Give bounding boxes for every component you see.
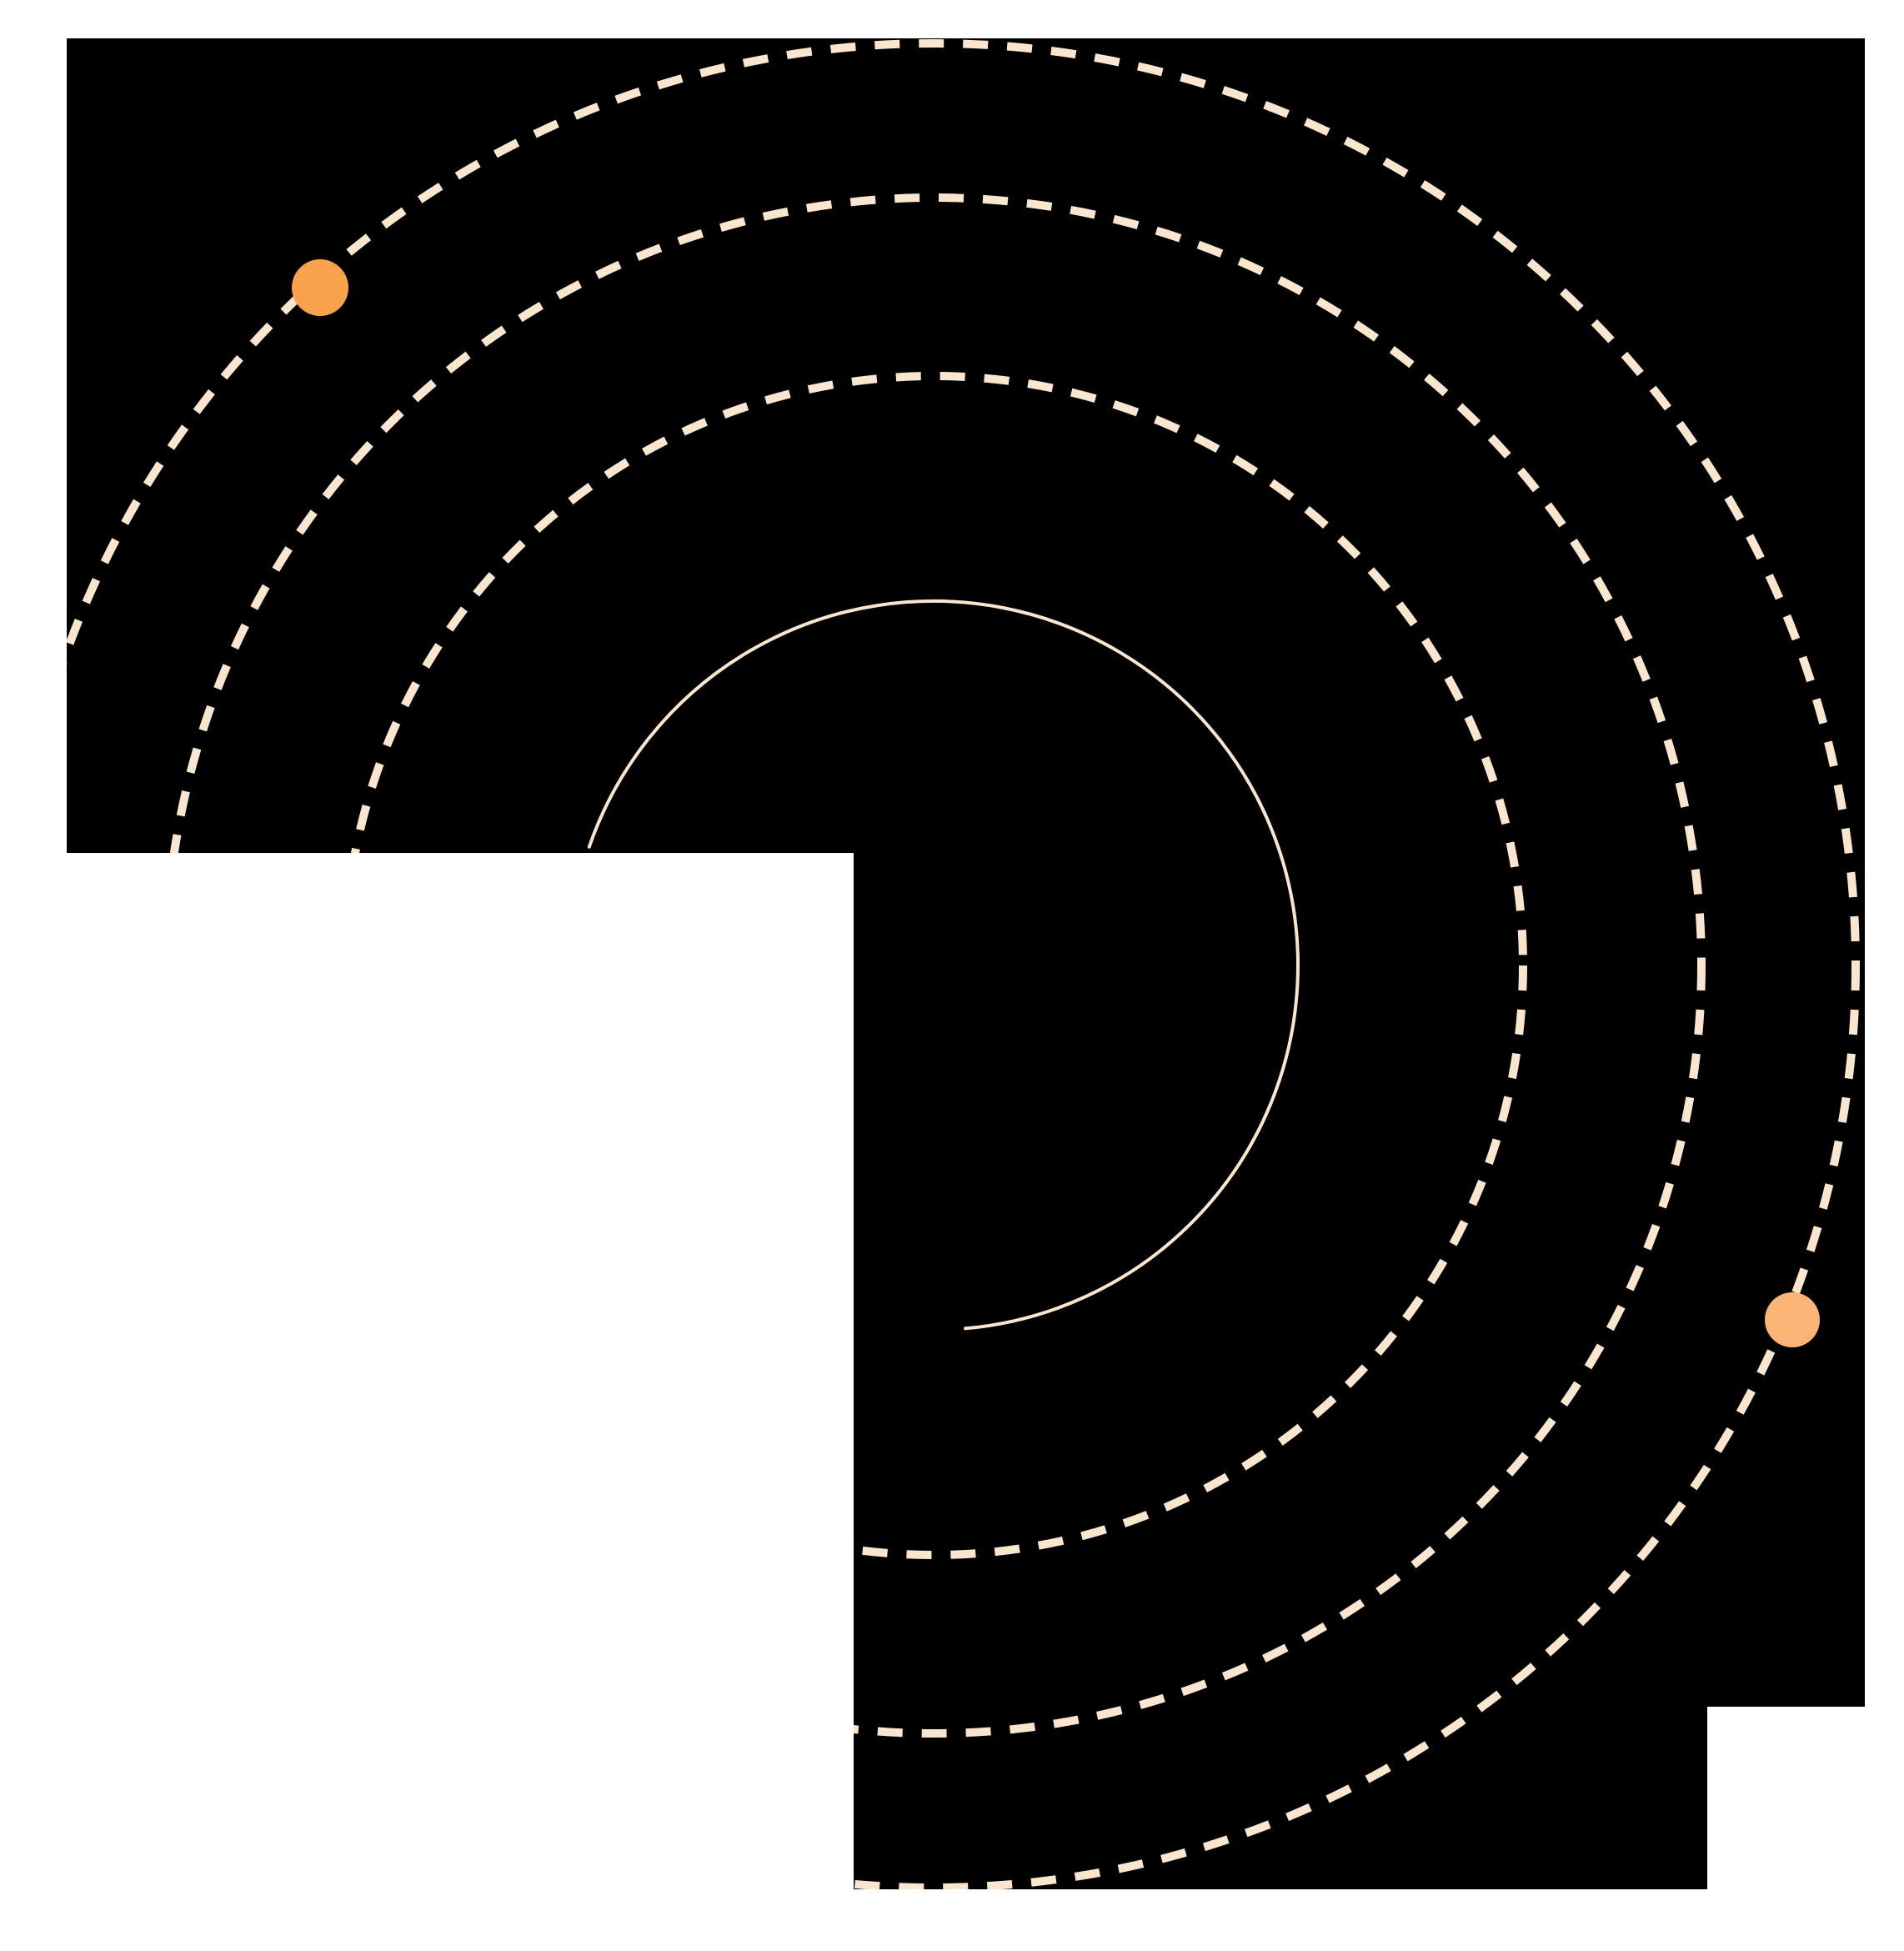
planet-dot-right bbox=[1765, 1292, 1820, 1347]
orbit-ring-core-arc bbox=[587, 599, 1300, 1331]
orbit-ring-middle bbox=[162, 193, 1706, 1738]
orbit-ring-outer bbox=[67, 39, 1860, 1889]
background-panel bbox=[67, 38, 1865, 1889]
planet-dot-upper-left bbox=[292, 259, 348, 316]
orbit-ring-inner bbox=[340, 372, 1527, 1559]
orbit-rings-group bbox=[67, 39, 1860, 1889]
